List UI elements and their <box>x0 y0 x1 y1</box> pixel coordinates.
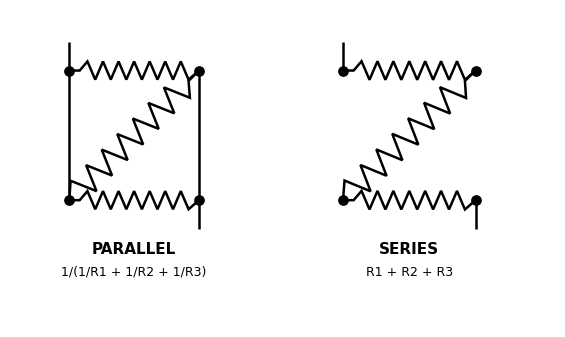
Point <box>194 68 203 73</box>
Point <box>65 68 74 73</box>
Text: SERIES: SERIES <box>379 242 440 257</box>
Text: 1/(1/R1 + 1/R2 + 1/R3): 1/(1/R1 + 1/R2 + 1/R3) <box>62 266 207 279</box>
Point <box>65 197 74 203</box>
Text: PARALLEL: PARALLEL <box>92 242 176 257</box>
Point <box>471 197 480 203</box>
Point <box>338 197 347 203</box>
Point <box>338 68 347 73</box>
Point <box>471 68 480 73</box>
Point <box>194 197 203 203</box>
Text: R1 + R2 + R3: R1 + R2 + R3 <box>366 266 453 279</box>
